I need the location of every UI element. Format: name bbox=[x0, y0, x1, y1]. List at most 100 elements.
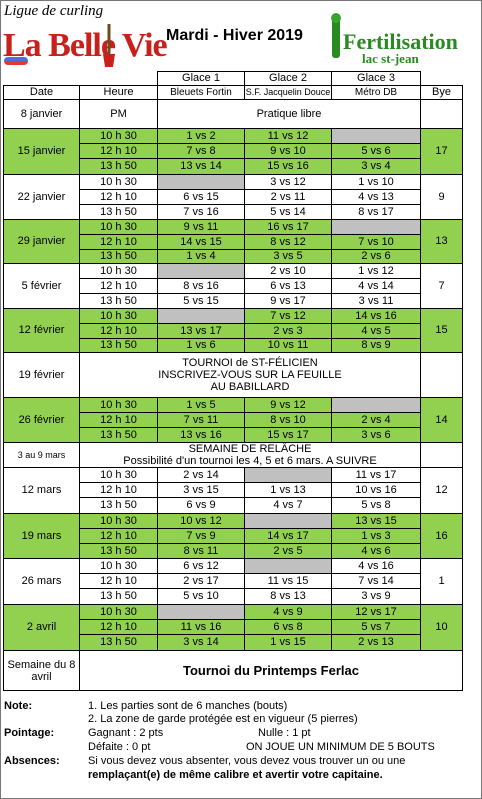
week-bye: 15 bbox=[420, 308, 463, 353]
week-date: 22 janvier bbox=[3, 174, 80, 220]
week-bye: 7 bbox=[420, 263, 463, 309]
note-2: 2. La zone de garde protégée est en vigu… bbox=[88, 713, 358, 725]
note-1: 1. Les parties sont de 6 manches (bouts) bbox=[88, 700, 288, 712]
match-time: 12 h 10 bbox=[79, 143, 158, 159]
match-g3: 4 vs 6 bbox=[331, 543, 421, 559]
match-g2: 2 vs 5 bbox=[244, 543, 332, 559]
match-g3: 2 vs 6 bbox=[331, 249, 421, 264]
match-time: PM bbox=[79, 99, 158, 129]
sponsor-mascot-icon bbox=[331, 13, 341, 58]
match-time: 10 h 30 bbox=[79, 397, 158, 413]
match-g2: 15 vs 16 bbox=[244, 158, 332, 175]
week-date: 5 février bbox=[3, 263, 80, 309]
match-g1: 10 vs 12 bbox=[157, 513, 245, 529]
match-g2 bbox=[244, 513, 332, 529]
match-time: 12 h 10 bbox=[79, 573, 158, 589]
match-g3 bbox=[331, 128, 421, 144]
week-date-line: avril bbox=[31, 670, 52, 683]
match-g2: 9 vs 10 bbox=[244, 143, 332, 159]
match-g3: 1 vs 3 bbox=[331, 528, 421, 544]
match-time: 10 h 30 bbox=[79, 558, 158, 574]
match-g3: 7 vs 14 bbox=[331, 573, 421, 589]
match-time: 13 h 50 bbox=[79, 338, 158, 353]
match-time: 12 h 10 bbox=[79, 278, 158, 294]
pointage-defaite: Défaite : 0 pt bbox=[88, 741, 151, 753]
match-g3: 14 vs 16 bbox=[331, 308, 421, 324]
match-g1: 1 vs 5 bbox=[157, 397, 245, 413]
match-g2: 9 vs 12 bbox=[244, 397, 332, 413]
match-time: 10 h 30 bbox=[79, 128, 158, 144]
logo-text: La Belle Vie bbox=[3, 27, 168, 64]
match-g2: 4 vs 9 bbox=[244, 604, 332, 620]
match-g3 bbox=[331, 397, 421, 413]
week-date: 15 janvier bbox=[3, 128, 80, 175]
match-time: 10 h 30 bbox=[79, 467, 158, 483]
match-g1: 7 vs 11 bbox=[157, 412, 245, 428]
match-g3: 4 vs 16 bbox=[331, 558, 421, 574]
sponsor-name: Fertilisation bbox=[343, 29, 458, 54]
absences-text-1: Si vous devez vous absenter, vous devez … bbox=[88, 755, 406, 767]
match-g1: 11 vs 16 bbox=[157, 619, 245, 635]
match-time: 10 h 30 bbox=[79, 174, 158, 190]
curling-stone-icon bbox=[4, 57, 28, 65]
column-header-glace-1: Glace 1 bbox=[157, 71, 245, 86]
league-logo: La Belle Vie bbox=[3, 27, 168, 65]
match-g1: 6 vs 12 bbox=[157, 558, 245, 574]
match-g3: 11 vs 17 bbox=[331, 467, 421, 483]
match-g1: 6 vs 15 bbox=[157, 189, 245, 205]
match-g3: 3 vs 11 bbox=[331, 293, 421, 309]
match-g2: 9 vs 17 bbox=[244, 293, 332, 309]
week-bye: 13 bbox=[420, 219, 463, 264]
match-g1: 7 vs 16 bbox=[157, 204, 245, 220]
column-header-heure: Heure bbox=[79, 85, 158, 100]
special-event: Pratique libre bbox=[157, 99, 421, 129]
week-date: 26 février bbox=[3, 397, 80, 443]
match-g2: 2 vs 3 bbox=[244, 323, 332, 339]
match-g2: 8 vs 10 bbox=[244, 412, 332, 428]
week-date: 8 janvier bbox=[3, 99, 80, 129]
week-date: 29 janvier bbox=[3, 219, 80, 264]
match-g3: 2 vs 4 bbox=[331, 412, 421, 428]
match-g2: 1 vs 13 bbox=[244, 482, 332, 498]
week-date: 12 février bbox=[3, 308, 80, 353]
match-g1 bbox=[157, 263, 245, 279]
match-g2: 11 vs 12 bbox=[244, 128, 332, 144]
match-g1: 9 vs 11 bbox=[157, 219, 245, 235]
match-g1: 1 vs 4 bbox=[157, 249, 245, 264]
week-bye: 12 bbox=[420, 467, 463, 514]
match-time: 10 h 30 bbox=[79, 263, 158, 279]
match-g1: 3 vs 14 bbox=[157, 634, 245, 651]
week-bye: 9 bbox=[420, 174, 463, 220]
match-g2 bbox=[244, 558, 332, 574]
week-date-line: Semaine du 8 bbox=[7, 658, 76, 671]
special-event-line: Possibilité d'un tournoi les 4, 5 et 6 m… bbox=[123, 455, 377, 467]
match-g3: 5 vs 8 bbox=[331, 497, 421, 514]
broom-icon bbox=[103, 24, 115, 67]
match-g3: 4 vs 13 bbox=[331, 189, 421, 205]
match-g1: 7 vs 8 bbox=[157, 143, 245, 159]
match-time: 13 h 50 bbox=[79, 158, 158, 175]
league-label: Ligue de curling bbox=[4, 3, 104, 19]
match-time: 13 h 50 bbox=[79, 249, 158, 264]
match-time: 12 h 10 bbox=[79, 619, 158, 635]
match-g3: 8 vs 17 bbox=[331, 204, 421, 220]
match-g3: 2 vs 13 bbox=[331, 634, 421, 651]
match-g1 bbox=[157, 174, 245, 190]
match-time: 12 h 10 bbox=[79, 323, 158, 339]
special-event-line: INSCRIVEZ-VOUS SUR LA FEUILLE bbox=[158, 369, 342, 381]
match-g1 bbox=[157, 604, 245, 620]
match-g1: 6 vs 9 bbox=[157, 497, 245, 514]
match-time: 10 h 30 bbox=[79, 604, 158, 620]
match-g2: 11 vs 15 bbox=[244, 573, 332, 589]
column-header-glace-2: Glace 2 bbox=[244, 71, 332, 86]
match-g3: 4 vs 5 bbox=[331, 323, 421, 339]
week-bye: 16 bbox=[420, 513, 463, 559]
match-g3: 7 vs 10 bbox=[331, 234, 421, 250]
match-g3: 3 vs 6 bbox=[331, 427, 421, 443]
match-g2: 10 vs 11 bbox=[244, 338, 332, 353]
match-g3: 13 vs 15 bbox=[331, 513, 421, 529]
match-g3: 8 vs 9 bbox=[331, 338, 421, 353]
match-g1: 1 vs 6 bbox=[157, 338, 245, 353]
match-g1: 1 vs 2 bbox=[157, 128, 245, 144]
week-bye-empty bbox=[420, 352, 463, 398]
